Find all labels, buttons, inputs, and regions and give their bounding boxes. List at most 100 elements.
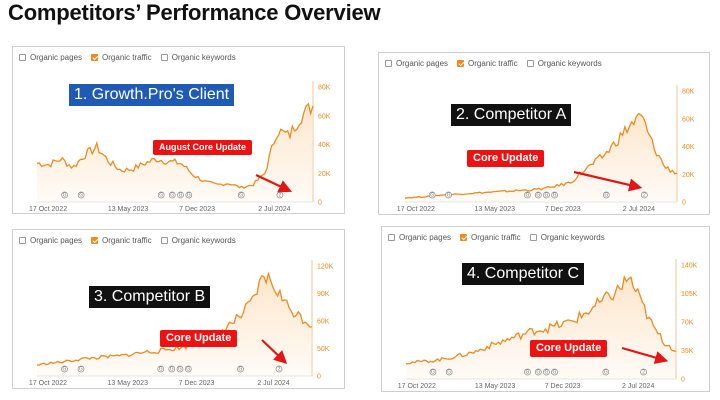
y-tick-label: 105K bbox=[681, 291, 698, 298]
legend-organic-pages[interactable]: Organic pages bbox=[385, 59, 448, 68]
event-marker-icon[interactable]: G bbox=[524, 368, 531, 376]
event-marker-icon[interactable]: G bbox=[445, 191, 452, 199]
event-marker-icon[interactable]: G bbox=[543, 191, 550, 199]
event-marker-icon[interactable]: G bbox=[237, 191, 245, 199]
legend-organic-keywords[interactable]: Organic keywords bbox=[160, 236, 236, 245]
event-marker-icon[interactable]: G bbox=[61, 191, 68, 199]
event-marker-icon[interactable]: G bbox=[77, 365, 85, 373]
event-marker-icon[interactable]: G bbox=[77, 191, 85, 199]
traffic-area bbox=[37, 273, 312, 376]
legend-label: Organic pages bbox=[396, 59, 449, 68]
x-tick-label: 7 Dec 2023 bbox=[545, 383, 581, 390]
svg-text:G: G bbox=[186, 367, 190, 373]
svg-text:2: 2 bbox=[278, 193, 281, 199]
legend-organic-keywords[interactable]: Organic keywords bbox=[526, 59, 602, 68]
y-tick-label: 20K bbox=[682, 172, 695, 179]
svg-text:G: G bbox=[526, 370, 530, 376]
legend-organic-traffic[interactable]: Organic traffic bbox=[457, 59, 518, 68]
x-tick-label: 13 May 2023 bbox=[475, 383, 516, 390]
svg-text:G: G bbox=[536, 370, 540, 376]
y-tick-label: 0 bbox=[681, 377, 685, 384]
svg-text:G: G bbox=[63, 367, 67, 373]
checkbox-unchecked-icon[interactable] bbox=[160, 54, 168, 61]
y-tick-label: 60K bbox=[318, 113, 331, 120]
x-tick-label: 13 May 2023 bbox=[108, 380, 149, 387]
red-arrow-icon bbox=[261, 339, 288, 365]
legend-organic-traffic[interactable]: Organic traffic bbox=[91, 236, 152, 245]
event-marker-icon[interactable]: G bbox=[602, 368, 610, 376]
x-tick-label: 13 May 2023 bbox=[475, 206, 516, 213]
event-marker-icon[interactable]: G bbox=[168, 191, 176, 199]
checkbox-unchecked-icon[interactable] bbox=[19, 54, 26, 61]
checkbox-unchecked-icon[interactable] bbox=[529, 234, 537, 241]
svg-text:G: G bbox=[553, 370, 557, 376]
traffic-area bbox=[37, 103, 313, 202]
legend-organic-pages[interactable]: Organic pages bbox=[19, 53, 82, 62]
event-marker-icon[interactable]: G bbox=[602, 191, 610, 199]
event-marker-icon[interactable]: 2 bbox=[640, 368, 647, 376]
panel-competitor-c: Organic pages Organic traffic Organic ke… bbox=[381, 226, 710, 392]
panel-competitor-a: Organic pages Organic traffic Organic ke… bbox=[378, 52, 710, 215]
event-marker-icon[interactable]: G bbox=[184, 365, 192, 373]
event-marker-icon[interactable]: G bbox=[524, 191, 531, 199]
y-tick-label: 60K bbox=[682, 116, 695, 123]
svg-text:G: G bbox=[239, 193, 243, 199]
legend-organic-traffic[interactable]: Organic traffic bbox=[460, 233, 521, 242]
checkbox-checked-icon[interactable] bbox=[91, 54, 99, 61]
event-marker-icon[interactable]: G bbox=[237, 365, 244, 373]
event-marker-icon[interactable]: G bbox=[177, 191, 184, 199]
checkbox-unchecked-icon[interactable] bbox=[388, 234, 395, 241]
event-marker-icon[interactable]: G bbox=[428, 191, 436, 199]
traffic-chart-competitor-c: 0 35K 70K 105K 140K 17 Oct 2022 13 May 2023 7 D… bbox=[398, 259, 698, 390]
event-marker-icon[interactable]: 2 bbox=[275, 365, 283, 373]
chart-legend: Organic pages Organic traffic Organic ke… bbox=[19, 53, 245, 62]
x-tick-label: 17 Oct 2022 bbox=[29, 380, 67, 387]
legend-organic-keywords[interactable]: Organic keywords bbox=[529, 233, 605, 242]
svg-text:G: G bbox=[63, 193, 67, 199]
legend-label: Organic keywords bbox=[171, 236, 236, 245]
legend-organic-traffic[interactable]: Organic traffic bbox=[91, 53, 152, 62]
y-tick-label: 80K bbox=[682, 89, 695, 96]
checkbox-unchecked-icon[interactable] bbox=[160, 237, 168, 244]
legend-organic-pages[interactable]: Organic pages bbox=[19, 236, 82, 245]
legend-label: Organic traffic bbox=[471, 233, 521, 242]
svg-text:G: G bbox=[170, 193, 174, 199]
legend-organic-keywords[interactable]: Organic keywords bbox=[160, 53, 236, 62]
event-marker-icon[interactable]: G bbox=[176, 365, 184, 373]
event-marker-icon[interactable]: G bbox=[445, 368, 453, 376]
svg-text:G: G bbox=[431, 370, 435, 376]
svg-text:G: G bbox=[187, 193, 191, 199]
event-marker-icon[interactable]: G bbox=[157, 191, 165, 199]
checkbox-unchecked-icon[interactable] bbox=[19, 237, 26, 244]
checkbox-checked-icon[interactable] bbox=[460, 234, 468, 241]
legend-label: Organic pages bbox=[30, 236, 83, 245]
event-marker-icon[interactable]: G bbox=[534, 191, 542, 199]
svg-text:G: G bbox=[159, 367, 163, 373]
chart-legend: Organic pages Organic traffic Organic ke… bbox=[385, 59, 611, 68]
core-update-badge: Core Update bbox=[467, 150, 545, 167]
event-marker-icon[interactable]: G bbox=[534, 368, 542, 376]
checkbox-checked-icon[interactable] bbox=[457, 60, 465, 67]
event-marker-icon[interactable]: G bbox=[61, 365, 68, 373]
checkbox-unchecked-icon[interactable] bbox=[385, 60, 392, 67]
red-arrow-icon bbox=[621, 346, 669, 364]
competitor-title-badge: 3. Competitor B bbox=[89, 286, 211, 308]
legend-organic-pages[interactable]: Organic pages bbox=[388, 233, 451, 242]
event-marker-icon[interactable]: G bbox=[543, 368, 550, 376]
event-marker-icon[interactable]: G bbox=[185, 191, 193, 199]
checkbox-unchecked-icon[interactable] bbox=[526, 60, 534, 67]
svg-text:G: G bbox=[447, 193, 451, 199]
checkbox-checked-icon[interactable] bbox=[91, 237, 99, 244]
core-update-badge: Core Update bbox=[160, 330, 238, 347]
event-marker-icon[interactable]: G bbox=[551, 368, 558, 376]
y-tick-label: 70K bbox=[681, 320, 694, 327]
event-marker-icon[interactable]: G bbox=[157, 365, 165, 373]
y-tick-label: 90K bbox=[317, 291, 330, 298]
event-marker-icon[interactable]: G bbox=[551, 191, 558, 199]
event-marker-icon[interactable]: 2 bbox=[641, 191, 648, 199]
y-tick-label: 0 bbox=[318, 200, 322, 207]
event-marker-icon[interactable]: G bbox=[429, 368, 437, 376]
event-marker-icon[interactable]: G bbox=[168, 365, 176, 373]
legend-label: Organic traffic bbox=[102, 236, 152, 245]
event-marker-icon[interactable]: 2 bbox=[276, 191, 284, 199]
